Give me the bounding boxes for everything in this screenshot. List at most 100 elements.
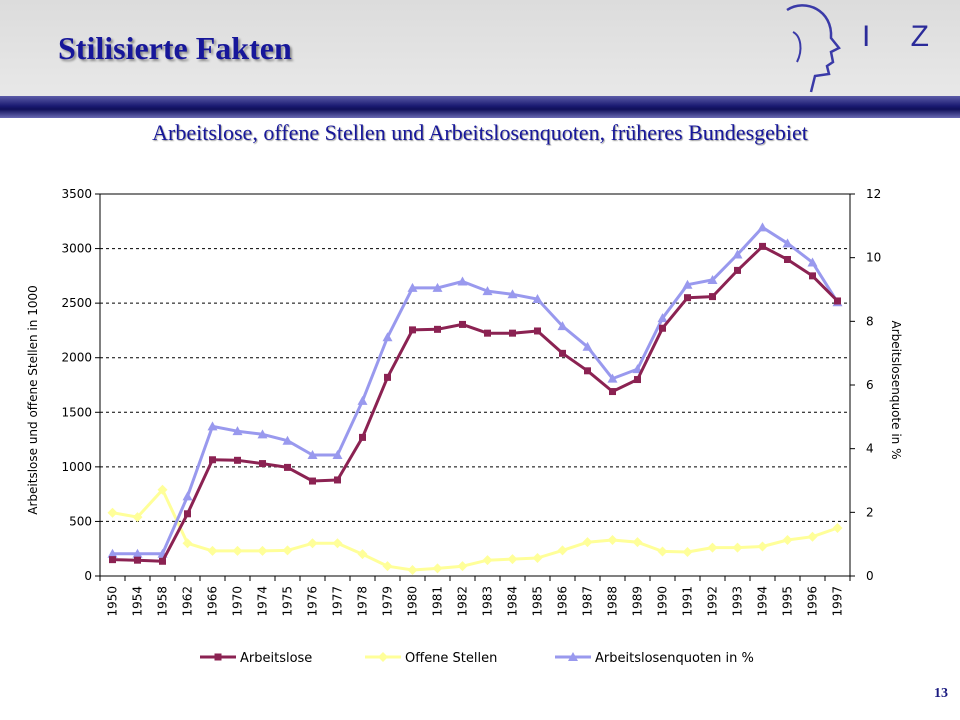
y-tick-label: 1500: [61, 405, 92, 419]
series-line: [112, 225, 839, 556]
x-tick-label: 1970: [231, 586, 245, 617]
x-tick-label: 1992: [706, 586, 720, 617]
y2-tick-label: 0: [866, 569, 874, 583]
legend-label: Arbeitslose: [240, 651, 312, 666]
data-point: [709, 293, 716, 301]
y2-tick-label: 6: [866, 378, 874, 392]
data-point: [359, 433, 366, 441]
header-bar: Stilisierte Fakten I Z A: [0, 0, 960, 96]
legend-marker: [214, 653, 222, 661]
data-point: [134, 556, 141, 564]
data-point: [457, 276, 468, 286]
x-tick-label: 1989: [631, 586, 645, 617]
y2-tick-label: 12: [866, 187, 881, 201]
data-point: [407, 282, 418, 292]
x-tick-label: 1976: [306, 586, 320, 617]
right-axis-ticks: 0 2 4 6 8 10 12: [850, 187, 881, 583]
data-point: [532, 294, 543, 304]
series-0: [109, 242, 841, 565]
data-point: [809, 272, 816, 280]
data-point: [759, 242, 766, 250]
data-point: [407, 564, 418, 575]
data-point: [282, 435, 293, 445]
y-tick-label: 3500: [61, 187, 92, 201]
data-point: [657, 546, 668, 557]
legend-label: Offene Stellen: [405, 651, 497, 666]
x-tick-label: 1978: [356, 586, 370, 617]
y-tick-label: 2500: [61, 296, 92, 310]
data-point: [409, 326, 416, 334]
y2-tick-label: 10: [866, 251, 881, 265]
x-tick-label: 1974: [256, 586, 270, 617]
x-tick-label: 1977: [331, 586, 345, 617]
data-point: [607, 534, 618, 545]
x-tick-label: 1995: [781, 586, 795, 617]
data-point: [357, 549, 368, 560]
x-tick-label: 1994: [756, 586, 770, 617]
data-point: [207, 421, 218, 431]
left-axis-ticks: 0 500 1000 1500 2000 2500 3000 3500: [61, 187, 100, 583]
line-chart: 0 500 1000 1500 2000 2500 3000 3500 0 2 4 6 8 10 12 1…: [26, 187, 903, 666]
data-point: [482, 555, 493, 566]
chart-subtitle: Arbeitslose, offene Stellen und Arbeitsl…: [152, 120, 808, 145]
data-point: [684, 294, 691, 302]
x-tick-label: 1962: [181, 586, 195, 617]
x-tick-label: 1984: [506, 586, 520, 617]
data-point: [582, 341, 593, 351]
x-tick-label: 1958: [156, 586, 170, 617]
data-point: [757, 541, 768, 552]
y-tick-label: 500: [69, 514, 92, 528]
legend-marker: [378, 652, 388, 662]
data-point: [309, 477, 316, 485]
series-2: [107, 222, 843, 558]
data-point: [507, 554, 518, 565]
data-point: [209, 456, 216, 464]
x-tick-label: 1980: [406, 586, 420, 617]
data-point: [507, 289, 518, 299]
data-point: [534, 327, 541, 335]
page-number: 13: [934, 686, 948, 701]
data-point: [682, 279, 693, 289]
data-point: [182, 538, 193, 549]
x-tick-label: 1987: [581, 586, 595, 617]
x-tick-label: 1988: [606, 586, 620, 617]
x-tick-label: 1996: [806, 586, 820, 617]
series-line: [112, 488, 838, 572]
x-axis-ticks: 1950 1954 1958 1962 1966 1970 1974 1975 1976 1977…: [99, 576, 851, 617]
y-tick-label: 3000: [61, 242, 92, 256]
x-tick-label: 1997: [831, 586, 845, 617]
data-point: [659, 324, 666, 332]
x-tick-label: 1991: [681, 586, 695, 617]
x-tick-label: 1981: [431, 586, 445, 617]
x-tick-label: 1985: [531, 586, 545, 617]
gridlines: [100, 193, 850, 522]
data-point: [532, 552, 543, 563]
data-point: [382, 561, 393, 572]
data-point: [307, 450, 318, 460]
data-point: [632, 364, 643, 374]
data-point: [657, 313, 668, 323]
y-axis-title: Arbeitslose und offene Stellen in 1000: [26, 285, 40, 514]
data-point: [559, 349, 566, 357]
data-point: [432, 563, 443, 574]
data-point: [582, 537, 593, 548]
data-point: [234, 456, 241, 464]
data-point: [557, 545, 568, 556]
data-point: [132, 512, 143, 523]
x-tick-label: 1954: [131, 586, 145, 617]
data-point: [332, 450, 343, 460]
x-tick-label: 1950: [106, 586, 120, 617]
data-point: [357, 395, 368, 405]
y-tick-label: 0: [84, 569, 92, 583]
data-point: [259, 460, 266, 468]
legend-marker: [568, 652, 578, 661]
data-point: [282, 545, 293, 556]
legend-label: Arbeitslosenquoten in %: [595, 651, 754, 666]
data-point: [509, 329, 516, 337]
data-point: [459, 320, 466, 328]
data-point: [107, 507, 118, 518]
data-point: [734, 266, 741, 274]
data-point: [457, 561, 468, 572]
data-point: [584, 367, 591, 375]
data-point: [834, 297, 841, 305]
